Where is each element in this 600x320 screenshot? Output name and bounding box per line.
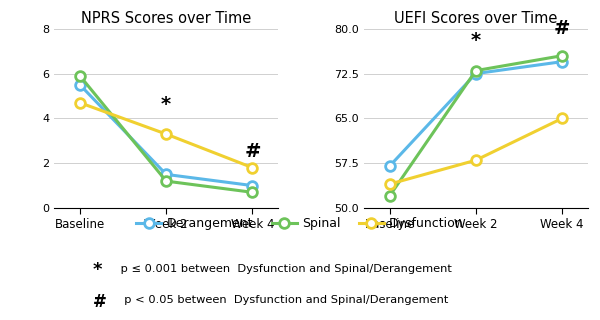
Title: UEFI Scores over Time: UEFI Scores over Time bbox=[394, 11, 557, 26]
Text: #: # bbox=[244, 142, 261, 161]
Text: #: # bbox=[554, 19, 571, 38]
Text: *: * bbox=[93, 261, 103, 279]
Text: p < 0.05 between  Dysfunction and Spinal/Derangement: p < 0.05 between Dysfunction and Spinal/… bbox=[117, 295, 448, 305]
Text: *: * bbox=[471, 31, 481, 50]
Text: p ≤ 0.001 between  Dysfunction and Spinal/Derangement: p ≤ 0.001 between Dysfunction and Spinal… bbox=[117, 264, 452, 274]
Text: #: # bbox=[93, 293, 107, 311]
Legend: Derangement, Spinal, Dysfunction: Derangement, Spinal, Dysfunction bbox=[131, 212, 469, 235]
Text: *: * bbox=[161, 95, 171, 114]
Title: NPRS Scores over Time: NPRS Scores over Time bbox=[81, 11, 251, 26]
